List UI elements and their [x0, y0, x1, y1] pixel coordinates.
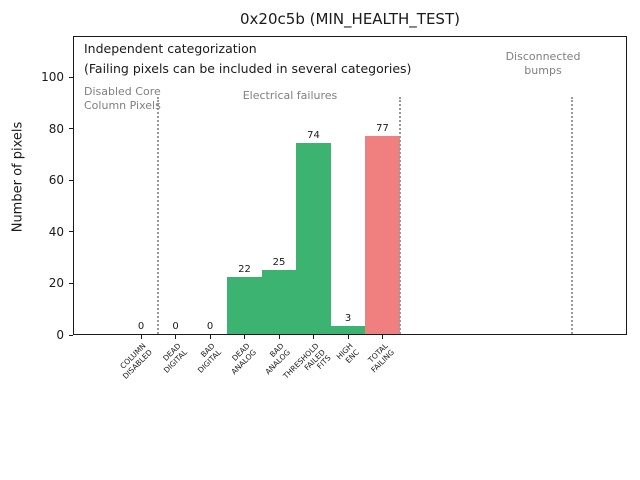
- x-tick-mark: [382, 335, 383, 339]
- bar-value-label: 0: [172, 321, 179, 332]
- y-tick-mark: [69, 179, 73, 181]
- chart-title: 0x20c5b (MIN_HEALTH_TEST): [240, 10, 460, 28]
- y-tick-label: 0: [56, 328, 64, 342]
- failing-pixels-note: (Failing pixels can be included in sever…: [84, 61, 412, 76]
- bar-value-label: 22: [238, 264, 251, 276]
- bar-value-label: 74: [307, 130, 320, 142]
- y-tick-label: 100: [41, 70, 64, 85]
- bar: [365, 135, 400, 334]
- y-tick-mark: [69, 76, 73, 78]
- section-separator-line: [398, 96, 401, 334]
- bar: [330, 326, 366, 334]
- y-tick-label: 20: [48, 276, 64, 291]
- x-tick-mark: [347, 335, 349, 339]
- x-tick-mark: [244, 335, 245, 339]
- section-label-disconnected-bumps: Disconnected bumps: [505, 50, 581, 77]
- independent-categorization-note: Independent categorization: [84, 41, 257, 56]
- y-tick-mark: [69, 128, 73, 130]
- x-tick-mark: [313, 335, 314, 339]
- y-tick-label: 40: [48, 224, 64, 239]
- bar-value-label: 77: [376, 122, 389, 134]
- section-label-disabled-core: Disabled Core Column Pixels: [84, 85, 161, 112]
- bar: [261, 269, 297, 334]
- y-tick-label: 60: [48, 173, 64, 188]
- x-tick-mark: [140, 335, 142, 339]
- section-separator-line: [571, 96, 574, 334]
- bar-value-label: 3: [344, 313, 352, 325]
- y-tick-label: 80: [48, 121, 64, 136]
- x-tick-mark: [175, 335, 176, 339]
- bar-value-label: 25: [272, 256, 286, 268]
- bar: [227, 277, 262, 334]
- y-tick-mark: [69, 334, 73, 336]
- x-tick-mark: [209, 335, 211, 339]
- y-tick-mark: [69, 282, 73, 284]
- x-tick-mark: [278, 335, 280, 339]
- bar: [296, 143, 331, 334]
- plot-area: [73, 36, 627, 335]
- section-label-electrical-failures: Electrical failures: [242, 89, 338, 102]
- bar-value-label: 0: [137, 321, 145, 332]
- y-tick-mark: [69, 231, 73, 233]
- bar-value-label: 0: [206, 321, 214, 332]
- section-separator-line: [157, 96, 160, 334]
